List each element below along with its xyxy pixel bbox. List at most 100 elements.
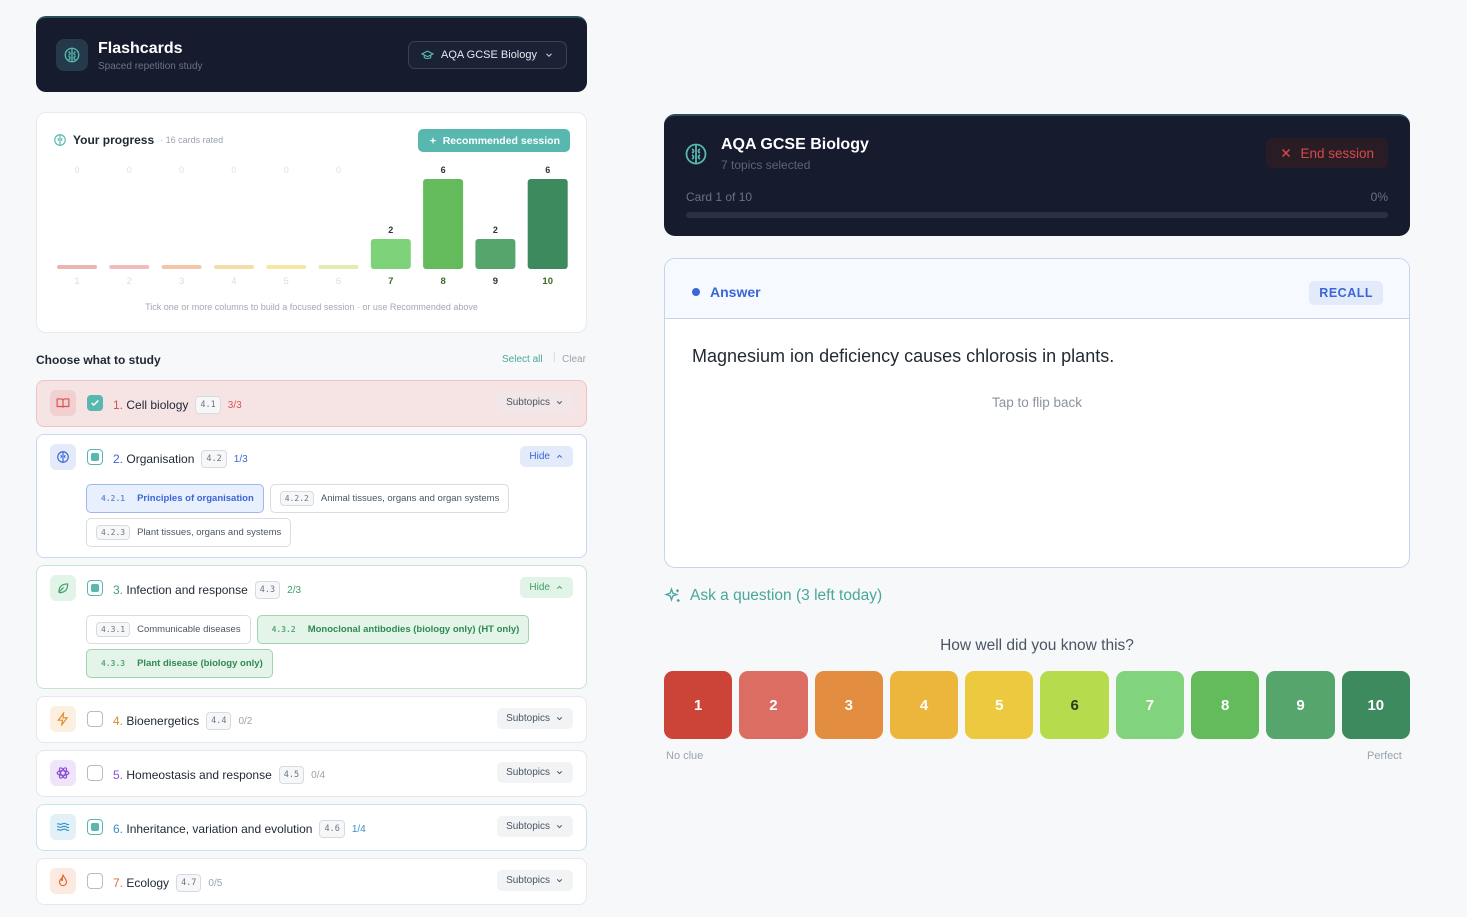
clear-link[interactable]: Clear (562, 354, 586, 365)
rating-button-8[interactable]: 8 (1191, 671, 1260, 739)
subtopic-label: Monoclonal antibodies (biology only) (HT… (307, 624, 520, 635)
rating-button-5[interactable]: 5 (965, 671, 1034, 739)
topic-row[interactable]: 7. Ecology 4.7 0/5 Subtopics (36, 858, 587, 905)
subtopic-chip[interactable]: 4.3.3 Plant disease (biology only) (86, 649, 273, 678)
book-open-icon (50, 390, 76, 416)
rating-button-3[interactable]: 3 (814, 671, 883, 739)
chart-bar-8[interactable] (423, 179, 464, 269)
topic-number: 3. (113, 583, 124, 597)
topic-name: Organisation (126, 452, 195, 466)
hide-button[interactable]: Hide (520, 446, 573, 467)
chart-bar-5[interactable] (266, 265, 307, 269)
hide-button-label: Hide (529, 582, 550, 593)
ask-question-button[interactable]: Ask a question (3 left today) (664, 587, 882, 605)
brain-icon (685, 143, 707, 165)
selected-count: 0/2 (238, 715, 253, 727)
subtopic-chip[interactable]: 4.2.3 Plant tissues, organs and systems (86, 518, 292, 547)
partial-indicator (91, 584, 99, 592)
topic-row[interactable]: 5. Homeostasis and response 4.5 0/4 Subt… (36, 750, 587, 797)
side-indicator-dot (692, 288, 700, 296)
partial-indicator (91, 823, 99, 831)
topic-number: 4. (113, 714, 124, 728)
subtopic-chip[interactable]: 4.3.1 Communicable diseases (86, 615, 251, 644)
chevron-up-icon (556, 585, 563, 589)
rating-button-2[interactable]: 2 (739, 671, 808, 739)
app-title: Flashcards (98, 40, 183, 57)
subtopics-button[interactable]: Subtopics (497, 708, 573, 729)
chart-bar-1[interactable] (57, 265, 97, 269)
chart-tick-label: 6 (336, 276, 341, 287)
topic-checkbox[interactable] (87, 873, 103, 889)
select-all-link[interactable]: Select all (502, 354, 543, 365)
topic-checkbox[interactable] (87, 580, 103, 596)
topic-checkbox[interactable] (87, 395, 103, 411)
subtopics-button[interactable]: Subtopics (497, 762, 573, 783)
subtopics-button[interactable]: Subtopics (497, 816, 573, 837)
subject-select[interactable]: AQA GCSE Biology (408, 41, 567, 69)
subtopic-chip[interactable]: 4.3.2 Monoclonal antibodies (biology onl… (256, 615, 530, 644)
app-header: Flashcards Spaced repetition study AQA G… (36, 16, 587, 92)
flame-icon (50, 868, 76, 894)
topic-row[interactable]: 3. Infection and response 4.3 2/3 Hide 4… (36, 565, 587, 689)
subtopic-chip[interactable]: 4.2.2 Animal tissues, organs and organ s… (269, 484, 510, 513)
topic-row[interactable]: 4. Bioenergetics 4.4 0/2 Subtopics (36, 696, 587, 743)
subtopics-button-label: Subtopics (506, 767, 550, 778)
selected-count: 1/3 (233, 453, 248, 465)
chart-tick-label: 4 (231, 276, 236, 287)
topic-row[interactable]: 1. Cell biology 4.1 3/3 Subtopics (36, 380, 587, 427)
subject-select-label: AQA GCSE Biology (441, 49, 537, 61)
sparkles-icon (664, 587, 680, 602)
chevron-down-icon (556, 771, 563, 775)
chart-bar-9[interactable] (475, 239, 516, 269)
chart-bar-10[interactable] (527, 179, 568, 269)
rating-button-4[interactable]: 4 (889, 671, 959, 739)
subtopic-code: 4.3.2 (266, 622, 301, 637)
chart-bar-7[interactable] (370, 239, 411, 269)
topic-number: 7. (113, 876, 124, 890)
topic-checkbox[interactable] (87, 449, 103, 465)
rating-button-9[interactable]: 9 (1266, 671, 1335, 739)
rating-button-10[interactable]: 10 (1341, 671, 1410, 739)
subtopics-button[interactable]: Subtopics (497, 870, 573, 891)
topic-checkbox[interactable] (87, 819, 103, 835)
flashcard[interactable]: Answer RECALL Magnesium ion deficiency c… (664, 258, 1410, 568)
chart-bar-2[interactable] (109, 265, 150, 269)
chart-tick-label: 9 (493, 276, 498, 287)
topic-label: 5. Homeostasis and response 4.5 0/4 (113, 766, 325, 784)
spec-code: 4.7 (176, 874, 202, 892)
topic-checkbox[interactable] (87, 765, 103, 781)
topic-name: Bioenergetics (126, 714, 200, 728)
hide-button[interactable]: Hide (520, 577, 573, 598)
topic-number: 5. (113, 768, 124, 782)
rating-button-6[interactable]: 6 (1040, 671, 1109, 739)
chart-value-label: 0 (179, 165, 184, 175)
subtopic-code: 4.3.3 (96, 656, 131, 671)
chart-bar-6[interactable] (318, 265, 359, 269)
subtopics-button-label: Subtopics (506, 821, 550, 832)
subtopic-label: Plant disease (biology only) (137, 658, 263, 669)
recommended-session-button[interactable]: Recommended session (417, 129, 570, 152)
selected-count: 0/4 (311, 769, 326, 781)
subtopic-label: Plant tissues, organs and systems (137, 527, 282, 538)
recommended-session-label: Recommended session (442, 134, 560, 147)
subtopic-code: 4.2.2 (279, 491, 314, 506)
spec-code: 4.5 (278, 766, 305, 784)
topic-checkbox[interactable] (87, 711, 103, 727)
subtopic-label: Animal tissues, organs and organ systems (320, 493, 500, 504)
subtopic-label: Principles of organisation (137, 493, 254, 504)
rating-button-1[interactable]: 1 (664, 671, 733, 739)
topic-row[interactable]: 2. Organisation 4.2 1/3 Hide 4.2.1 Princ… (36, 434, 587, 558)
chart-bar-4[interactable] (213, 265, 254, 269)
topic-name: Inheritance, variation and evolution (126, 822, 313, 836)
rating-button-7[interactable]: 7 (1115, 671, 1185, 739)
chart-bar-3[interactable] (161, 265, 202, 269)
end-session-button[interactable]: End session (1266, 138, 1388, 168)
subtopic-chip[interactable]: 4.2.1 Principles of organisation (86, 484, 264, 513)
graduation-cap-icon (421, 50, 434, 59)
topic-row[interactable]: 6. Inheritance, variation and evolution … (36, 804, 587, 851)
subtopics-button[interactable]: Subtopics (497, 392, 573, 413)
selected-count: 0/5 (208, 877, 223, 889)
chevron-down-icon (556, 825, 563, 829)
subtopic-list: 4.3.1 Communicable diseases 4.3.2 Monocl… (86, 615, 573, 678)
